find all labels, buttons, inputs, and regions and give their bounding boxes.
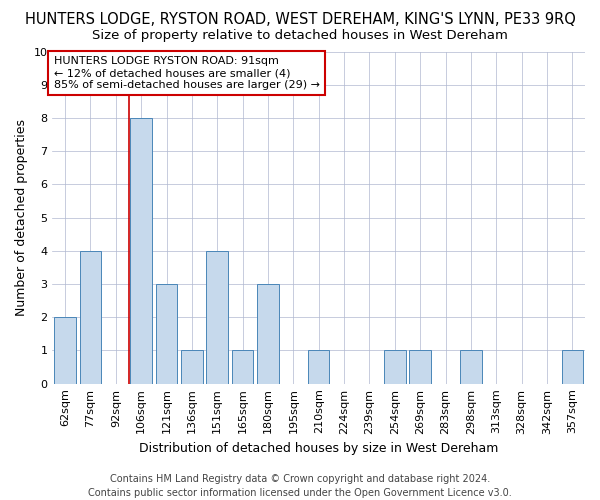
Bar [55, 317, 76, 384]
Text: Contains HM Land Registry data © Crown copyright and database right 2024.
Contai: Contains HM Land Registry data © Crown c… [88, 474, 512, 498]
Bar [232, 350, 253, 384]
Bar [130, 118, 152, 384]
Text: HUNTERS LODGE, RYSTON ROAD, WEST DEREHAM, KING'S LYNN, PE33 9RQ: HUNTERS LODGE, RYSTON ROAD, WEST DEREHAM… [25, 12, 575, 28]
Text: HUNTERS LODGE RYSTON ROAD: 91sqm
← 12% of detached houses are smaller (4)
85% of: HUNTERS LODGE RYSTON ROAD: 91sqm ← 12% o… [53, 56, 320, 90]
Bar [206, 251, 228, 384]
Bar [257, 284, 279, 384]
Bar [409, 350, 431, 384]
X-axis label: Distribution of detached houses by size in West Dereham: Distribution of detached houses by size … [139, 442, 499, 455]
Bar [562, 350, 583, 384]
Bar [460, 350, 482, 384]
Bar [384, 350, 406, 384]
Bar [308, 350, 329, 384]
Text: Size of property relative to detached houses in West Dereham: Size of property relative to detached ho… [92, 29, 508, 42]
Y-axis label: Number of detached properties: Number of detached properties [15, 119, 28, 316]
Bar [181, 350, 203, 384]
Bar [156, 284, 178, 384]
Bar [80, 251, 101, 384]
